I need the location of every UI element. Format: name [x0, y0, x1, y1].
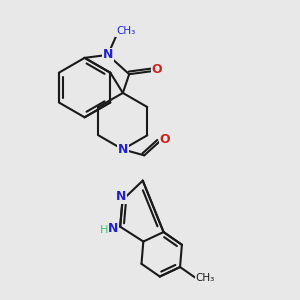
Text: N: N [103, 48, 113, 62]
Text: CH₃: CH₃ [116, 26, 135, 36]
Text: H: H [100, 225, 108, 235]
Text: N: N [116, 190, 126, 203]
Text: O: O [152, 63, 162, 76]
Text: N: N [107, 222, 118, 235]
Text: O: O [159, 133, 170, 146]
Text: CH₃: CH₃ [196, 273, 215, 283]
Text: N: N [118, 143, 128, 156]
